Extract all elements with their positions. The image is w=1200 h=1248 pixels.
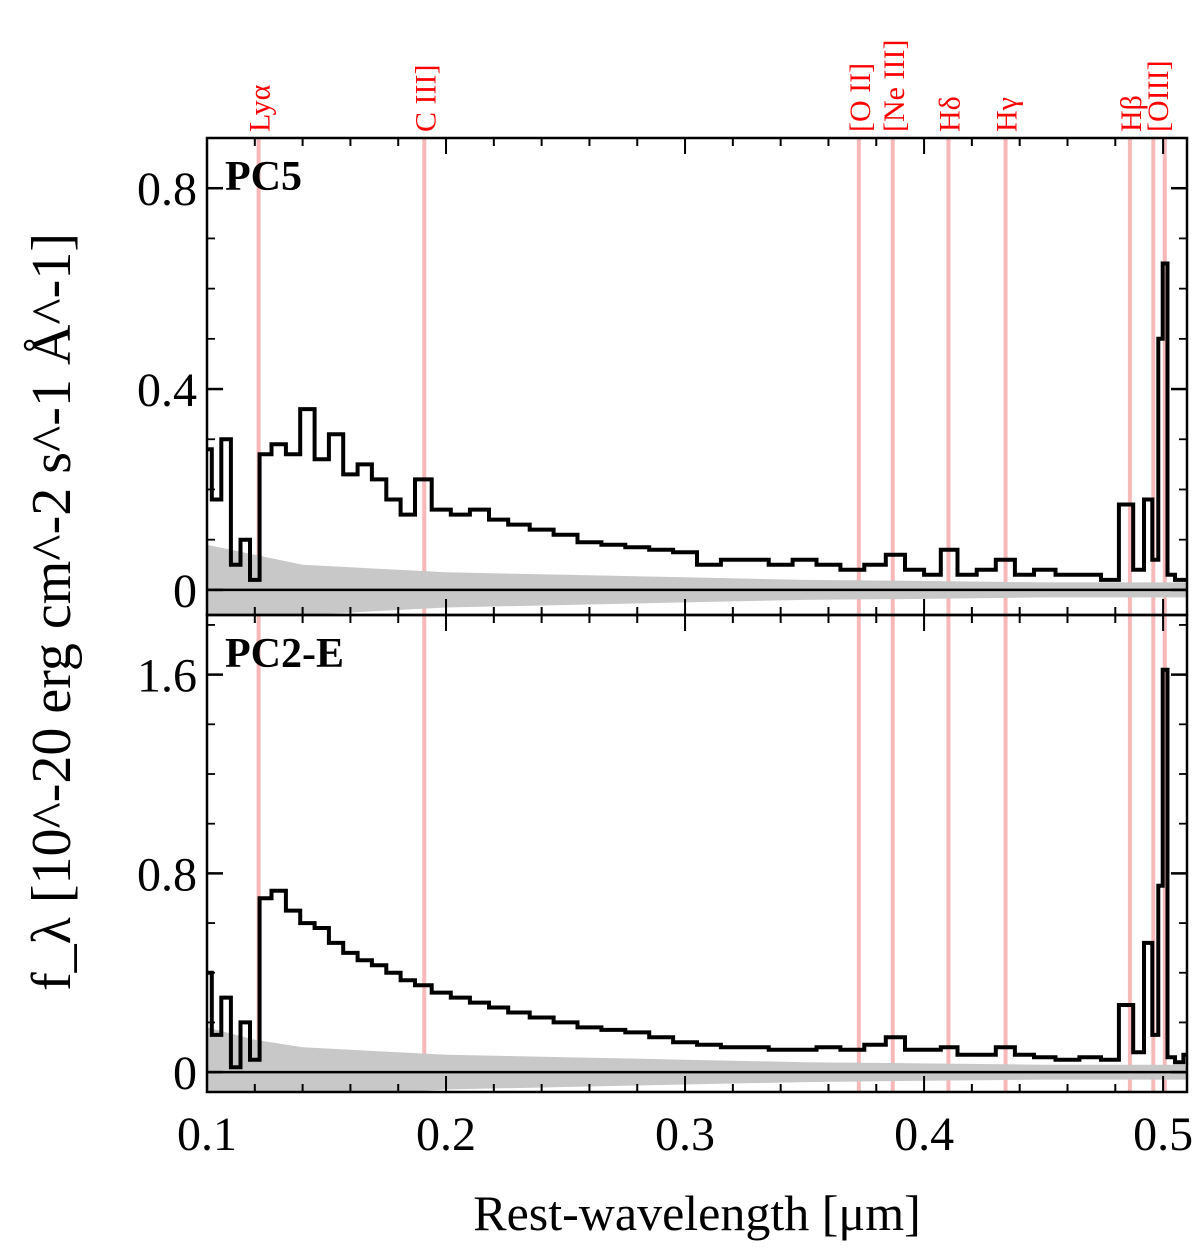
y-axis-label: f_λ [10^-20 erg cm^-2 s^-1 Å^-1] [21, 233, 83, 991]
x-tick-label: 0.4 [894, 1108, 954, 1161]
emission-line-label-3: [Ne III] [878, 40, 911, 132]
y-tick-label: 0 [173, 565, 197, 618]
panel-0: 0 0.4 0.8 PC5 [137, 136, 1189, 618]
spectrum-line [207, 667, 1187, 1070]
x-tick-label: 0.1 [177, 1108, 237, 1161]
panel-label: PC5 [225, 154, 302, 200]
panel-frame [205, 136, 1189, 617]
x-tick-labels: 0.1 0.2 0.3 0.4 0.5 [177, 1108, 1193, 1161]
emission-line-label-4: Hδ [933, 96, 966, 132]
y-tick-label: 0 [173, 1047, 197, 1100]
panel-frame [205, 613, 1189, 1094]
spectrum-line [207, 261, 1187, 582]
emission-line-label-6: Hβ [1115, 95, 1148, 132]
x-tick-label: 0.2 [416, 1108, 476, 1161]
y-tick-label: 1.6 [137, 650, 197, 703]
y-tick-label: 0.8 [137, 163, 197, 216]
noise-band [207, 1027, 1187, 1092]
emission-line-label-8: [OIII] [1142, 60, 1175, 132]
noise-band [207, 544, 1187, 615]
panels-layer: 0 0.4 0.8 PC5 0 0.8 1.6 PC2-E [137, 136, 1189, 1100]
panel-1: 0 0.8 1.6 PC2-E [137, 613, 1189, 1100]
x-tick-label: 0.3 [655, 1108, 715, 1161]
y-tick-label: 0.8 [137, 848, 197, 901]
x-tick-label: 0.5 [1133, 1108, 1193, 1161]
emission-line-label-5: Hγ [991, 97, 1024, 132]
emission-line-labels: Lyα C III] [O II] [Ne III] Hδ Hγ Hβ[OIII] [244, 40, 1175, 132]
emission-line-label-1: C III] [409, 65, 442, 132]
emission-line-label-2: [O II] [844, 63, 877, 132]
emission-line-label-0: Lyα [244, 84, 277, 132]
x-axis-label: Rest-wavelength [μm] [473, 1185, 921, 1241]
y-tick-label: 0.4 [137, 364, 197, 417]
panel-label: PC2-E [225, 631, 344, 677]
